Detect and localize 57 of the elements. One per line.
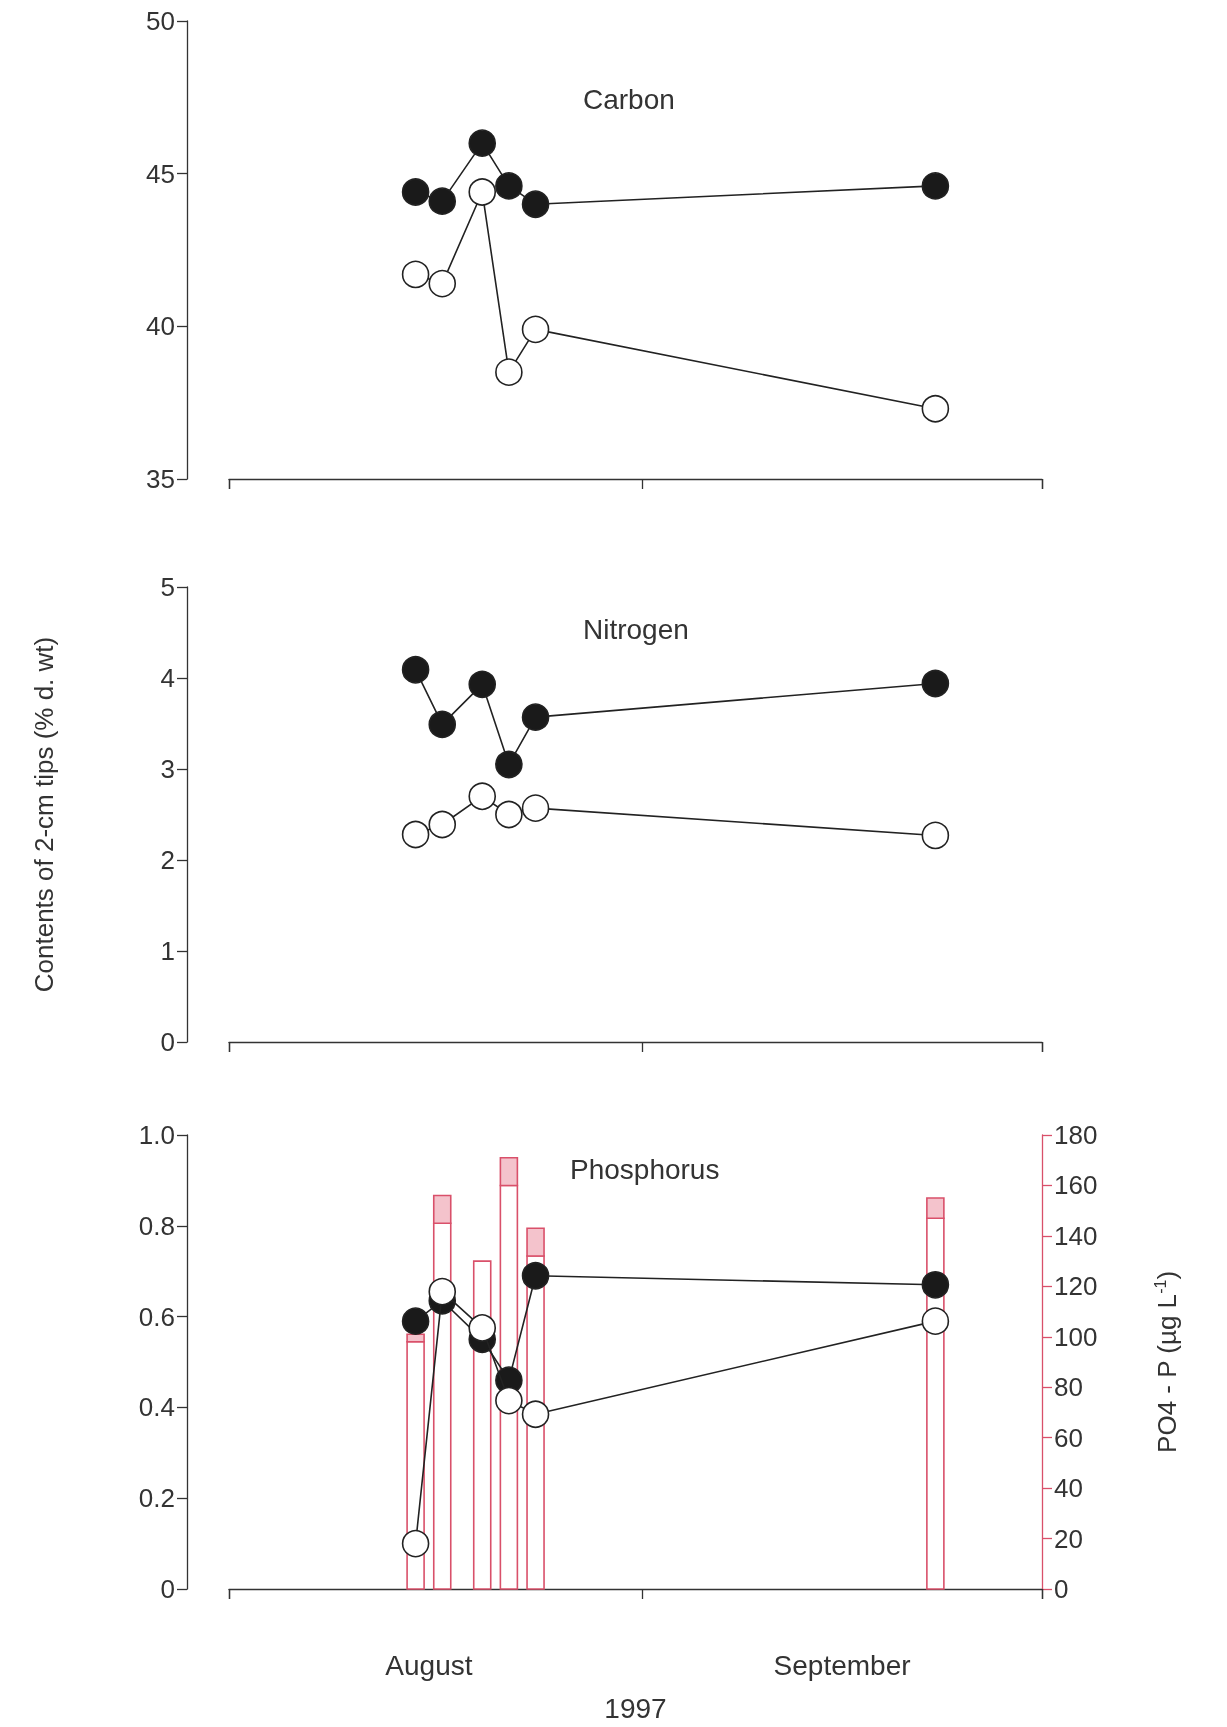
- point: [468, 1314, 497, 1342]
- point: [521, 190, 550, 218]
- x-axis-title: 1997: [604, 1692, 667, 1724]
- y-axis-title: Contents of 2-cm tips (% d. wt): [29, 636, 59, 993]
- y-tick-label: 0.4: [138, 1392, 175, 1423]
- point: [401, 1307, 430, 1335]
- point: [921, 172, 950, 200]
- y2-axis-title: PO4 - P (µg L-1): [1151, 1270, 1182, 1453]
- y-tick-label: 40: [146, 311, 175, 342]
- y-tick-label: 1.0: [138, 1120, 175, 1150]
- y2-tick-label: 120: [1054, 1271, 1098, 1302]
- y-tick-label: 1: [160, 936, 175, 966]
- y-tick-label: 0: [160, 1027, 175, 1057]
- y-tick-label: 0: [160, 1574, 175, 1604]
- point: [521, 1400, 550, 1428]
- point: [921, 669, 950, 698]
- y2-tick-label: 160: [1054, 1170, 1098, 1201]
- point: [401, 178, 430, 206]
- y-tick-label: 45: [146, 158, 175, 189]
- y-tick-label: 35: [146, 464, 175, 494]
- point: [428, 810, 457, 839]
- y-tick-label: 3: [160, 754, 175, 784]
- y-tick-label: 50: [146, 6, 175, 36]
- point: [921, 1271, 950, 1299]
- y-tick-label: 0.8: [138, 1210, 175, 1241]
- bar: [472, 1260, 492, 1590]
- text: Nitrogen: [583, 613, 689, 645]
- point: [921, 1307, 950, 1335]
- point: [468, 670, 497, 699]
- y2-tick-label: 80: [1054, 1372, 1083, 1403]
- point: [521, 703, 550, 731]
- text: Phosphorus: [570, 1153, 720, 1185]
- y2-tick-label: 0: [1054, 1574, 1069, 1604]
- y-tick-label: 0.2: [138, 1483, 175, 1514]
- point: [401, 656, 430, 684]
- point: [401, 1529, 430, 1558]
- y2-tick-label: 140: [1054, 1220, 1098, 1251]
- point: [521, 1261, 550, 1290]
- point: [428, 1277, 457, 1306]
- y2-tick-label: 100: [1054, 1321, 1098, 1352]
- y-tick-label: 0.6: [138, 1301, 175, 1332]
- y2-tick-label: 60: [1054, 1422, 1083, 1453]
- point: [428, 710, 457, 739]
- text: Carbon: [583, 83, 675, 115]
- point: [468, 129, 497, 157]
- x-tick-label: September: [773, 1649, 911, 1681]
- y2-tick-label: 20: [1054, 1523, 1083, 1554]
- y-tick-label: 4: [160, 663, 175, 693]
- point: [428, 187, 457, 215]
- x-tick-label: August: [385, 1649, 473, 1681]
- point: [495, 1386, 523, 1415]
- y-tick-label: 5: [160, 572, 175, 602]
- y-tick-label: 2: [160, 845, 175, 875]
- y2-tick-label: 40: [1054, 1473, 1083, 1504]
- y2-tick-label: 180: [1054, 1120, 1098, 1150]
- point: [495, 750, 523, 779]
- point: [495, 172, 523, 200]
